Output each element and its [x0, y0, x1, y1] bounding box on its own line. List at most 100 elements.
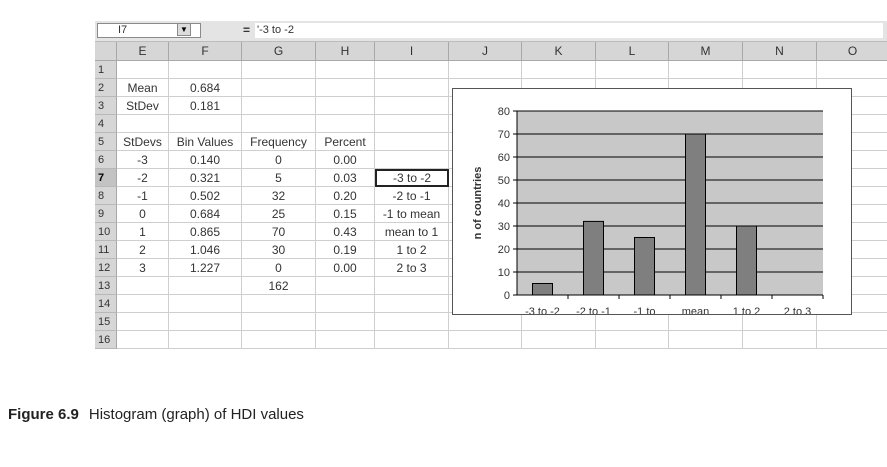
cell-e5[interactable]: StDevs	[117, 133, 169, 151]
cell-i16[interactable]	[375, 331, 449, 349]
cell-o8[interactable]	[817, 187, 887, 205]
cell-g6[interactable]: 0	[242, 151, 316, 169]
cell-k16[interactable]	[522, 331, 596, 349]
cell-g16[interactable]	[242, 331, 316, 349]
cell-f5[interactable]: Bin Values	[169, 133, 242, 151]
cell-g8[interactable]: 32	[242, 187, 316, 205]
cell-g15[interactable]	[242, 313, 316, 331]
cell-k15[interactable]	[522, 313, 596, 331]
cell-f9[interactable]: 0.684	[169, 205, 242, 223]
cell-g5[interactable]: Frequency	[242, 133, 316, 151]
formula-input[interactable]: '-3 to -2	[255, 23, 883, 38]
cell-h1[interactable]	[316, 61, 375, 79]
column-header-l[interactable]: L	[596, 42, 669, 61]
column-header-i[interactable]: I	[375, 42, 449, 61]
cell-o7[interactable]	[817, 169, 887, 187]
cell-i1[interactable]	[375, 61, 449, 79]
cell-h9[interactable]: 0.15	[316, 205, 375, 223]
cell-h4[interactable]	[316, 115, 375, 133]
cell-h2[interactable]	[316, 79, 375, 97]
cell-m16[interactable]	[669, 331, 743, 349]
cell-e12[interactable]: 3	[117, 259, 169, 277]
cell-e13[interactable]	[117, 277, 169, 295]
cell-j16[interactable]	[449, 331, 522, 349]
cell-h7[interactable]: 0.03	[316, 169, 375, 187]
cell-i10[interactable]: mean to 1	[375, 223, 449, 241]
cell-i9[interactable]: -1 to mean	[375, 205, 449, 223]
cell-m1[interactable]	[669, 61, 743, 79]
row-header-4[interactable]: 4	[95, 115, 117, 133]
cell-f4[interactable]	[169, 115, 242, 133]
cell-e8[interactable]: -1	[117, 187, 169, 205]
cell-h13[interactable]	[316, 277, 375, 295]
name-box[interactable]: I7	[97, 23, 201, 38]
row-header-7[interactable]: 7	[95, 169, 117, 187]
cell-f1[interactable]	[169, 61, 242, 79]
cell-e3[interactable]: StDev	[117, 97, 169, 115]
row-header-2[interactable]: 2	[95, 79, 117, 97]
cell-j1[interactable]	[449, 61, 522, 79]
cell-e11[interactable]: 2	[117, 241, 169, 259]
row-header-5[interactable]: 5	[95, 133, 117, 151]
cell-i7[interactable]: -3 to -2	[375, 169, 449, 187]
cell-f3[interactable]: 0.181	[169, 97, 242, 115]
cell-i2[interactable]	[375, 79, 449, 97]
cell-f16[interactable]	[169, 331, 242, 349]
cell-o9[interactable]	[817, 205, 887, 223]
cell-e15[interactable]	[117, 313, 169, 331]
cell-f14[interactable]	[169, 295, 242, 313]
cell-i13[interactable]	[375, 277, 449, 295]
cell-n1[interactable]	[743, 61, 817, 79]
row-header-6[interactable]: 6	[95, 151, 117, 169]
cell-e16[interactable]	[117, 331, 169, 349]
cell-i3[interactable]	[375, 97, 449, 115]
cell-o6[interactable]	[817, 151, 887, 169]
row-header-3[interactable]: 3	[95, 97, 117, 115]
cell-i11[interactable]: 1 to 2	[375, 241, 449, 259]
cell-o16[interactable]	[817, 331, 887, 349]
column-header-m[interactable]: M	[669, 42, 743, 61]
column-header-o[interactable]: O	[817, 42, 887, 61]
cell-o1[interactable]	[817, 61, 887, 79]
cell-e10[interactable]: 1	[117, 223, 169, 241]
cell-f7[interactable]: 0.321	[169, 169, 242, 187]
cell-e2[interactable]: Mean	[117, 79, 169, 97]
cell-h3[interactable]	[316, 97, 375, 115]
row-header-9[interactable]: 9	[95, 205, 117, 223]
cell-f15[interactable]	[169, 313, 242, 331]
cell-e4[interactable]	[117, 115, 169, 133]
cell-h12[interactable]: 0.00	[316, 259, 375, 277]
cell-i8[interactable]: -2 to -1	[375, 187, 449, 205]
cell-l1[interactable]	[596, 61, 669, 79]
cell-h16[interactable]	[316, 331, 375, 349]
cell-n15[interactable]	[743, 313, 817, 331]
row-header-10[interactable]: 10	[95, 223, 117, 241]
cell-n16[interactable]	[743, 331, 817, 349]
cell-m15[interactable]	[669, 313, 743, 331]
cell-g11[interactable]: 30	[242, 241, 316, 259]
cell-g1[interactable]	[242, 61, 316, 79]
column-header-j[interactable]: J	[449, 42, 522, 61]
column-header-g[interactable]: G	[242, 42, 316, 61]
cell-o14[interactable]	[817, 295, 887, 313]
cell-o5[interactable]	[817, 133, 887, 151]
cell-j15[interactable]	[449, 313, 522, 331]
cell-i14[interactable]	[375, 295, 449, 313]
cell-h6[interactable]: 0.00	[316, 151, 375, 169]
cell-i6[interactable]	[375, 151, 449, 169]
cell-o11[interactable]	[817, 241, 887, 259]
cell-o12[interactable]	[817, 259, 887, 277]
cell-g7[interactable]: 5	[242, 169, 316, 187]
cell-e7[interactable]: -2	[117, 169, 169, 187]
cell-f2[interactable]: 0.684	[169, 79, 242, 97]
cell-f8[interactable]: 0.502	[169, 187, 242, 205]
row-header-12[interactable]: 12	[95, 259, 117, 277]
column-header-f[interactable]: F	[169, 42, 242, 61]
row-header-11[interactable]: 11	[95, 241, 117, 259]
cell-g9[interactable]: 25	[242, 205, 316, 223]
cell-o15[interactable]	[817, 313, 887, 331]
column-header-k[interactable]: K	[522, 42, 596, 61]
histogram-chart[interactable]: 0 10 20 30 40 50 60 70 80 -3 to -2 -2 to -1 -1 to me…	[452, 88, 852, 315]
cell-e6[interactable]: -3	[117, 151, 169, 169]
cell-i5[interactable]	[375, 133, 449, 151]
